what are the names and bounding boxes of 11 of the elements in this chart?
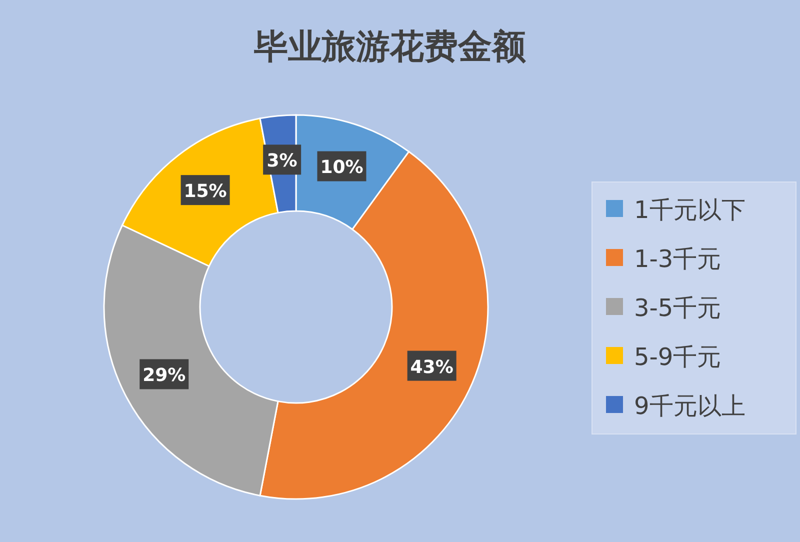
- legend-label: 1千元以下: [634, 196, 746, 224]
- data-label: 3%: [266, 150, 298, 172]
- data-label: 29%: [142, 365, 186, 386]
- chart-title: 毕业旅游花费金额: [253, 27, 526, 67]
- data-label: 15%: [184, 181, 227, 202]
- legend-label: 1-3千元: [634, 245, 722, 273]
- legend-label: 3-5千元: [634, 294, 722, 322]
- data-label: 10%: [320, 157, 364, 178]
- legend-label: 5-9千元: [634, 343, 722, 371]
- legend-label: 9千元以上: [634, 392, 746, 420]
- data-label: 43%: [410, 356, 454, 378]
